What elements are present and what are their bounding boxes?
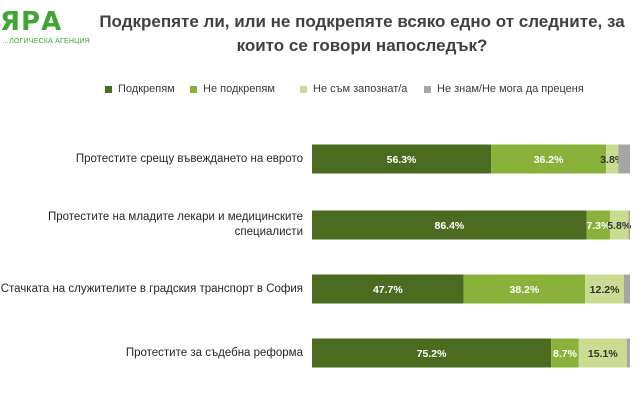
data-label: 38.2% — [510, 284, 540, 296]
bar-segment — [628, 210, 630, 240]
legend-item-2: Не подкрепям — [190, 83, 275, 95]
legend-label: Не съм запознат/а — [313, 83, 408, 95]
bar-segment — [606, 144, 619, 174]
bar-segment — [586, 210, 610, 240]
bar-segment — [618, 144, 630, 174]
legend-item-1: Подкрепям — [105, 83, 175, 95]
bar-segment — [312, 210, 587, 240]
data-label: 7.3% — [586, 220, 611, 232]
chart-legend: Подкрепям Не подкрепям Не съм запознат/а Не… — [0, 83, 640, 99]
category-label: Протестите за съдебна реформа — [125, 346, 303, 359]
logo-name: ЯРА — [0, 7, 63, 37]
legend-swatch — [300, 85, 307, 93]
bar-segment — [551, 338, 579, 368]
bar-segment — [578, 338, 627, 368]
legend-swatch — [424, 85, 431, 93]
category-label: Стачката на служителите в градския транс… — [0, 282, 303, 295]
legend-item-3: Не съм запознат/а — [300, 83, 407, 95]
legend-label: Не знам/Не мога да преценя — [437, 83, 584, 95]
legend-label: Подкрепям — [118, 83, 175, 95]
bar-segment — [312, 274, 464, 304]
bar-segment — [312, 338, 552, 368]
bar-segment — [585, 274, 624, 304]
data-label: 75.2% — [417, 348, 447, 360]
data-label: 8.7% — [553, 348, 578, 360]
data-label: 56.3% — [387, 154, 417, 166]
legend-item-4: Не знам/Не мога да преценя — [424, 83, 584, 95]
legend-label: Не подкрепям — [203, 83, 275, 95]
logo: ЯРА …ЛОГИЧЕСКА АГЕНЦИЯ — [0, 8, 92, 48]
chart-title: Подкрепяте ли, или не подкрепяте всяко е… — [99, 12, 625, 55]
category-label: Протестите срещу въвеждането на еврото — [75, 152, 303, 165]
data-label: 36.2% — [534, 154, 564, 166]
legend-swatch — [105, 85, 112, 93]
bar-segment — [491, 144, 607, 174]
legend-swatch — [190, 85, 197, 93]
bar-segment — [463, 274, 586, 304]
data-label: 15.1% — [588, 348, 618, 360]
data-label: 5.8% — [607, 220, 632, 232]
bar-segment — [626, 338, 630, 368]
data-label: 12.2% — [590, 284, 620, 296]
logo-tagline: …ЛОГИЧЕСКА АГЕНЦИЯ — [2, 38, 90, 45]
data-label: 47.7% — [373, 284, 403, 296]
bar-segment — [312, 144, 492, 174]
bar-segment — [623, 274, 630, 304]
data-label: 86.4% — [434, 220, 464, 232]
category-label: Протестите на младите лекари и медицинск… — [47, 211, 303, 238]
bar-segment — [609, 210, 629, 240]
